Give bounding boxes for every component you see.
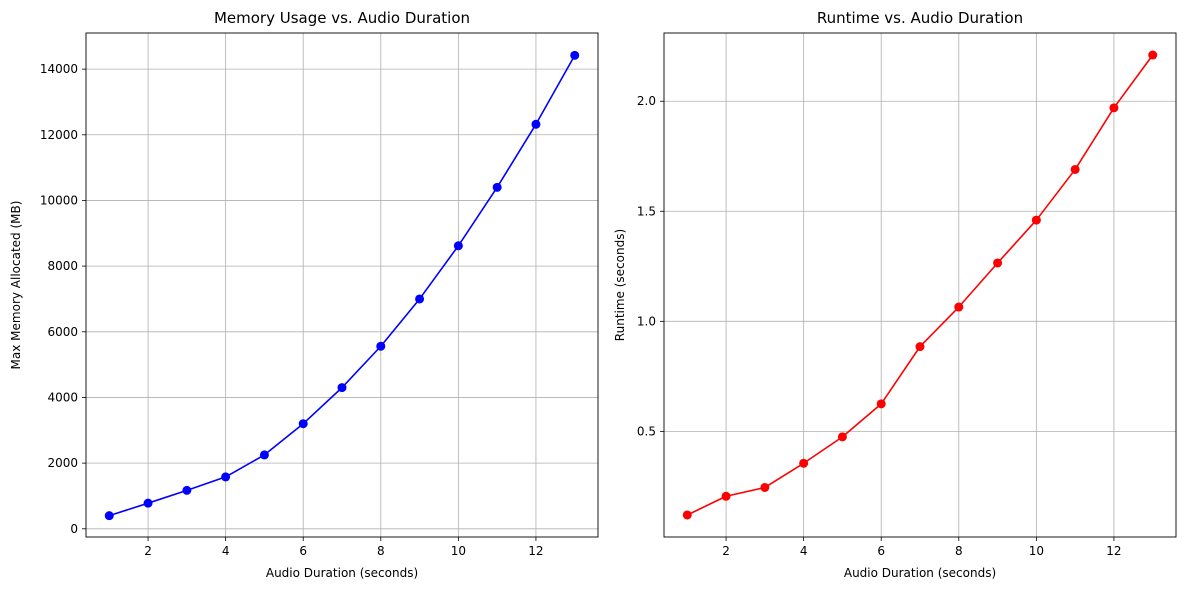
x-tick-label: 10 [451, 544, 466, 558]
chart-title: Runtime vs. Audio Duration [817, 9, 1023, 27]
y-axis-label: Max Memory Allocated (MB) [9, 201, 23, 370]
data-point [837, 432, 847, 442]
grid [86, 33, 598, 537]
data-point [337, 383, 347, 393]
y-tick-label: 2000 [47, 456, 78, 470]
chart-1: 2 4 6 8 10 12 0 2000 4000 6000 8000 10000 12000 14000… [9, 9, 599, 580]
data-point [570, 50, 580, 60]
data-point [1070, 164, 1080, 174]
data-point [915, 342, 925, 352]
data-point [799, 458, 809, 468]
x-tick-label: 8 [377, 544, 385, 558]
data-point [682, 510, 692, 520]
data-point [531, 119, 541, 129]
data-point [376, 341, 386, 351]
data-point [876, 399, 886, 409]
x-tick-label: 6 [877, 544, 885, 558]
data-point [721, 491, 731, 501]
x-tick-label: 4 [800, 544, 808, 558]
x-tick-label: 6 [299, 544, 307, 558]
axes-frame [85, 32, 599, 538]
y-tick-label: 8000 [47, 259, 78, 273]
data-point [415, 294, 425, 304]
y-tick-label: 12000 [40, 128, 78, 142]
data-point [954, 302, 964, 312]
y-tick-label: 2.0 [637, 94, 656, 108]
data-point [143, 498, 153, 508]
x-tick-label: 12 [528, 544, 543, 558]
data-point [993, 258, 1003, 268]
x-tick-label: 12 [1106, 544, 1121, 558]
y-tick-label: 1.5 [637, 204, 656, 218]
data-point [1031, 215, 1041, 225]
y-tick-label: 0 [70, 522, 78, 536]
y-tick-label: 10000 [40, 193, 78, 207]
data-point [1148, 50, 1158, 60]
y-tick-label: 14000 [40, 62, 78, 76]
y-axis-label: Runtime (seconds) [613, 229, 627, 341]
y-tick-label: 6000 [47, 325, 78, 339]
chart-title: Memory Usage vs. Audio Duration [214, 9, 470, 27]
data-point [492, 182, 502, 192]
x-tick-label: 2 [144, 544, 152, 558]
x-axis-label: Audio Duration (seconds) [266, 566, 418, 580]
x-tick-label: 2 [722, 544, 730, 558]
y-tick-label: 4000 [47, 390, 78, 404]
x-tick-label: 4 [222, 544, 230, 558]
data-point [453, 241, 463, 251]
data-point [104, 511, 114, 521]
y-tick-label: 1.0 [637, 314, 656, 328]
axes-frame [663, 32, 1177, 538]
data-point [1109, 103, 1119, 113]
x-tick-label: 10 [1029, 544, 1044, 558]
data-point [221, 472, 231, 482]
y-tick-label: 0.5 [637, 424, 656, 438]
chart-2: 2 4 6 8 10 12 0.5 1.0 1.5 2.0 Runtime vs. Audio Du… [613, 9, 1177, 580]
data-point [298, 419, 308, 429]
data-point [182, 485, 192, 495]
data-point [760, 482, 770, 492]
x-tick-label: 8 [955, 544, 963, 558]
x-axis-label: Audio Duration (seconds) [844, 566, 996, 580]
grid [664, 33, 1176, 537]
data-point [259, 450, 269, 460]
